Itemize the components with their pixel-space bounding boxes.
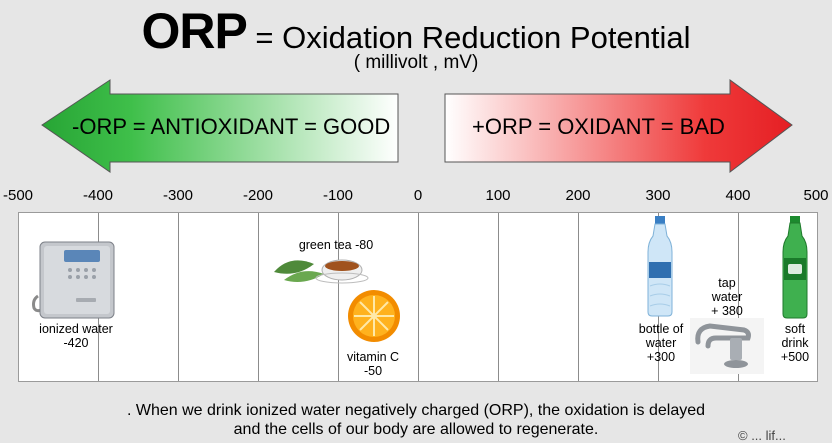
green-tea-label: green tea -80 bbox=[298, 238, 374, 252]
ionized-water-label: ionized water -420 bbox=[39, 322, 113, 350]
explanation-line-2: and the cells of our body are allowed to… bbox=[233, 421, 599, 438]
scale-panel bbox=[18, 212, 818, 382]
page-title: ORP = Oxidation Reduction Potential bbox=[0, 2, 832, 60]
water-ionizer-icon bbox=[32, 241, 115, 319]
tick-label: -400 bbox=[82, 187, 114, 204]
tick-label: 0 bbox=[413, 187, 423, 204]
tick-label: -500 bbox=[2, 187, 34, 204]
tick-label: 400 bbox=[725, 187, 751, 204]
gridline bbox=[738, 213, 739, 381]
orange-slice-icon bbox=[348, 290, 400, 342]
tick-label: 300 bbox=[645, 187, 671, 204]
tick-label: -100 bbox=[322, 187, 354, 204]
left-arrow-green bbox=[41, 79, 399, 173]
tick-label: 200 bbox=[565, 187, 591, 204]
tick-label: 500 bbox=[803, 187, 829, 204]
gridline bbox=[178, 213, 179, 381]
bottled-water-label: bottle of water +300 bbox=[638, 322, 684, 364]
water-bottle-icon bbox=[647, 216, 673, 317]
oxidant-label: +ORP = OXIDANT = BAD bbox=[472, 114, 725, 139]
watermark: © ... lif... bbox=[738, 428, 786, 443]
gridline bbox=[338, 213, 339, 381]
antioxidant-label: -ORP = ANTIOXIDANT = GOOD bbox=[72, 114, 391, 139]
explanation-text: . When we drink ionized water negatively… bbox=[0, 401, 832, 439]
right-arrow-red bbox=[444, 79, 793, 174]
unit-subtitle: ( millivolt , mV) bbox=[353, 52, 479, 73]
tick-label: 100 bbox=[485, 187, 511, 204]
gridline bbox=[498, 213, 499, 381]
faucet-icon bbox=[690, 318, 764, 374]
tick-label: -200 bbox=[242, 187, 274, 204]
soft-drink-label: soft drink +500 bbox=[780, 322, 810, 364]
gridline bbox=[418, 213, 419, 381]
gridline bbox=[258, 213, 259, 381]
tick-label: -300 bbox=[162, 187, 194, 204]
title-definition: = Oxidation Reduction Potential bbox=[246, 20, 691, 55]
soda-bottle-icon bbox=[782, 216, 808, 319]
green-tea-icon bbox=[274, 259, 369, 284]
explanation-line-1: . When we drink ionized water negatively… bbox=[126, 402, 706, 419]
orp-arrows bbox=[41, 79, 793, 174]
tap-water-label: tap water + 380 bbox=[711, 276, 743, 318]
gridline bbox=[578, 213, 579, 381]
vitamin-c-label: vitamin C -50 bbox=[346, 350, 400, 378]
title-orp: ORP bbox=[141, 3, 247, 59]
